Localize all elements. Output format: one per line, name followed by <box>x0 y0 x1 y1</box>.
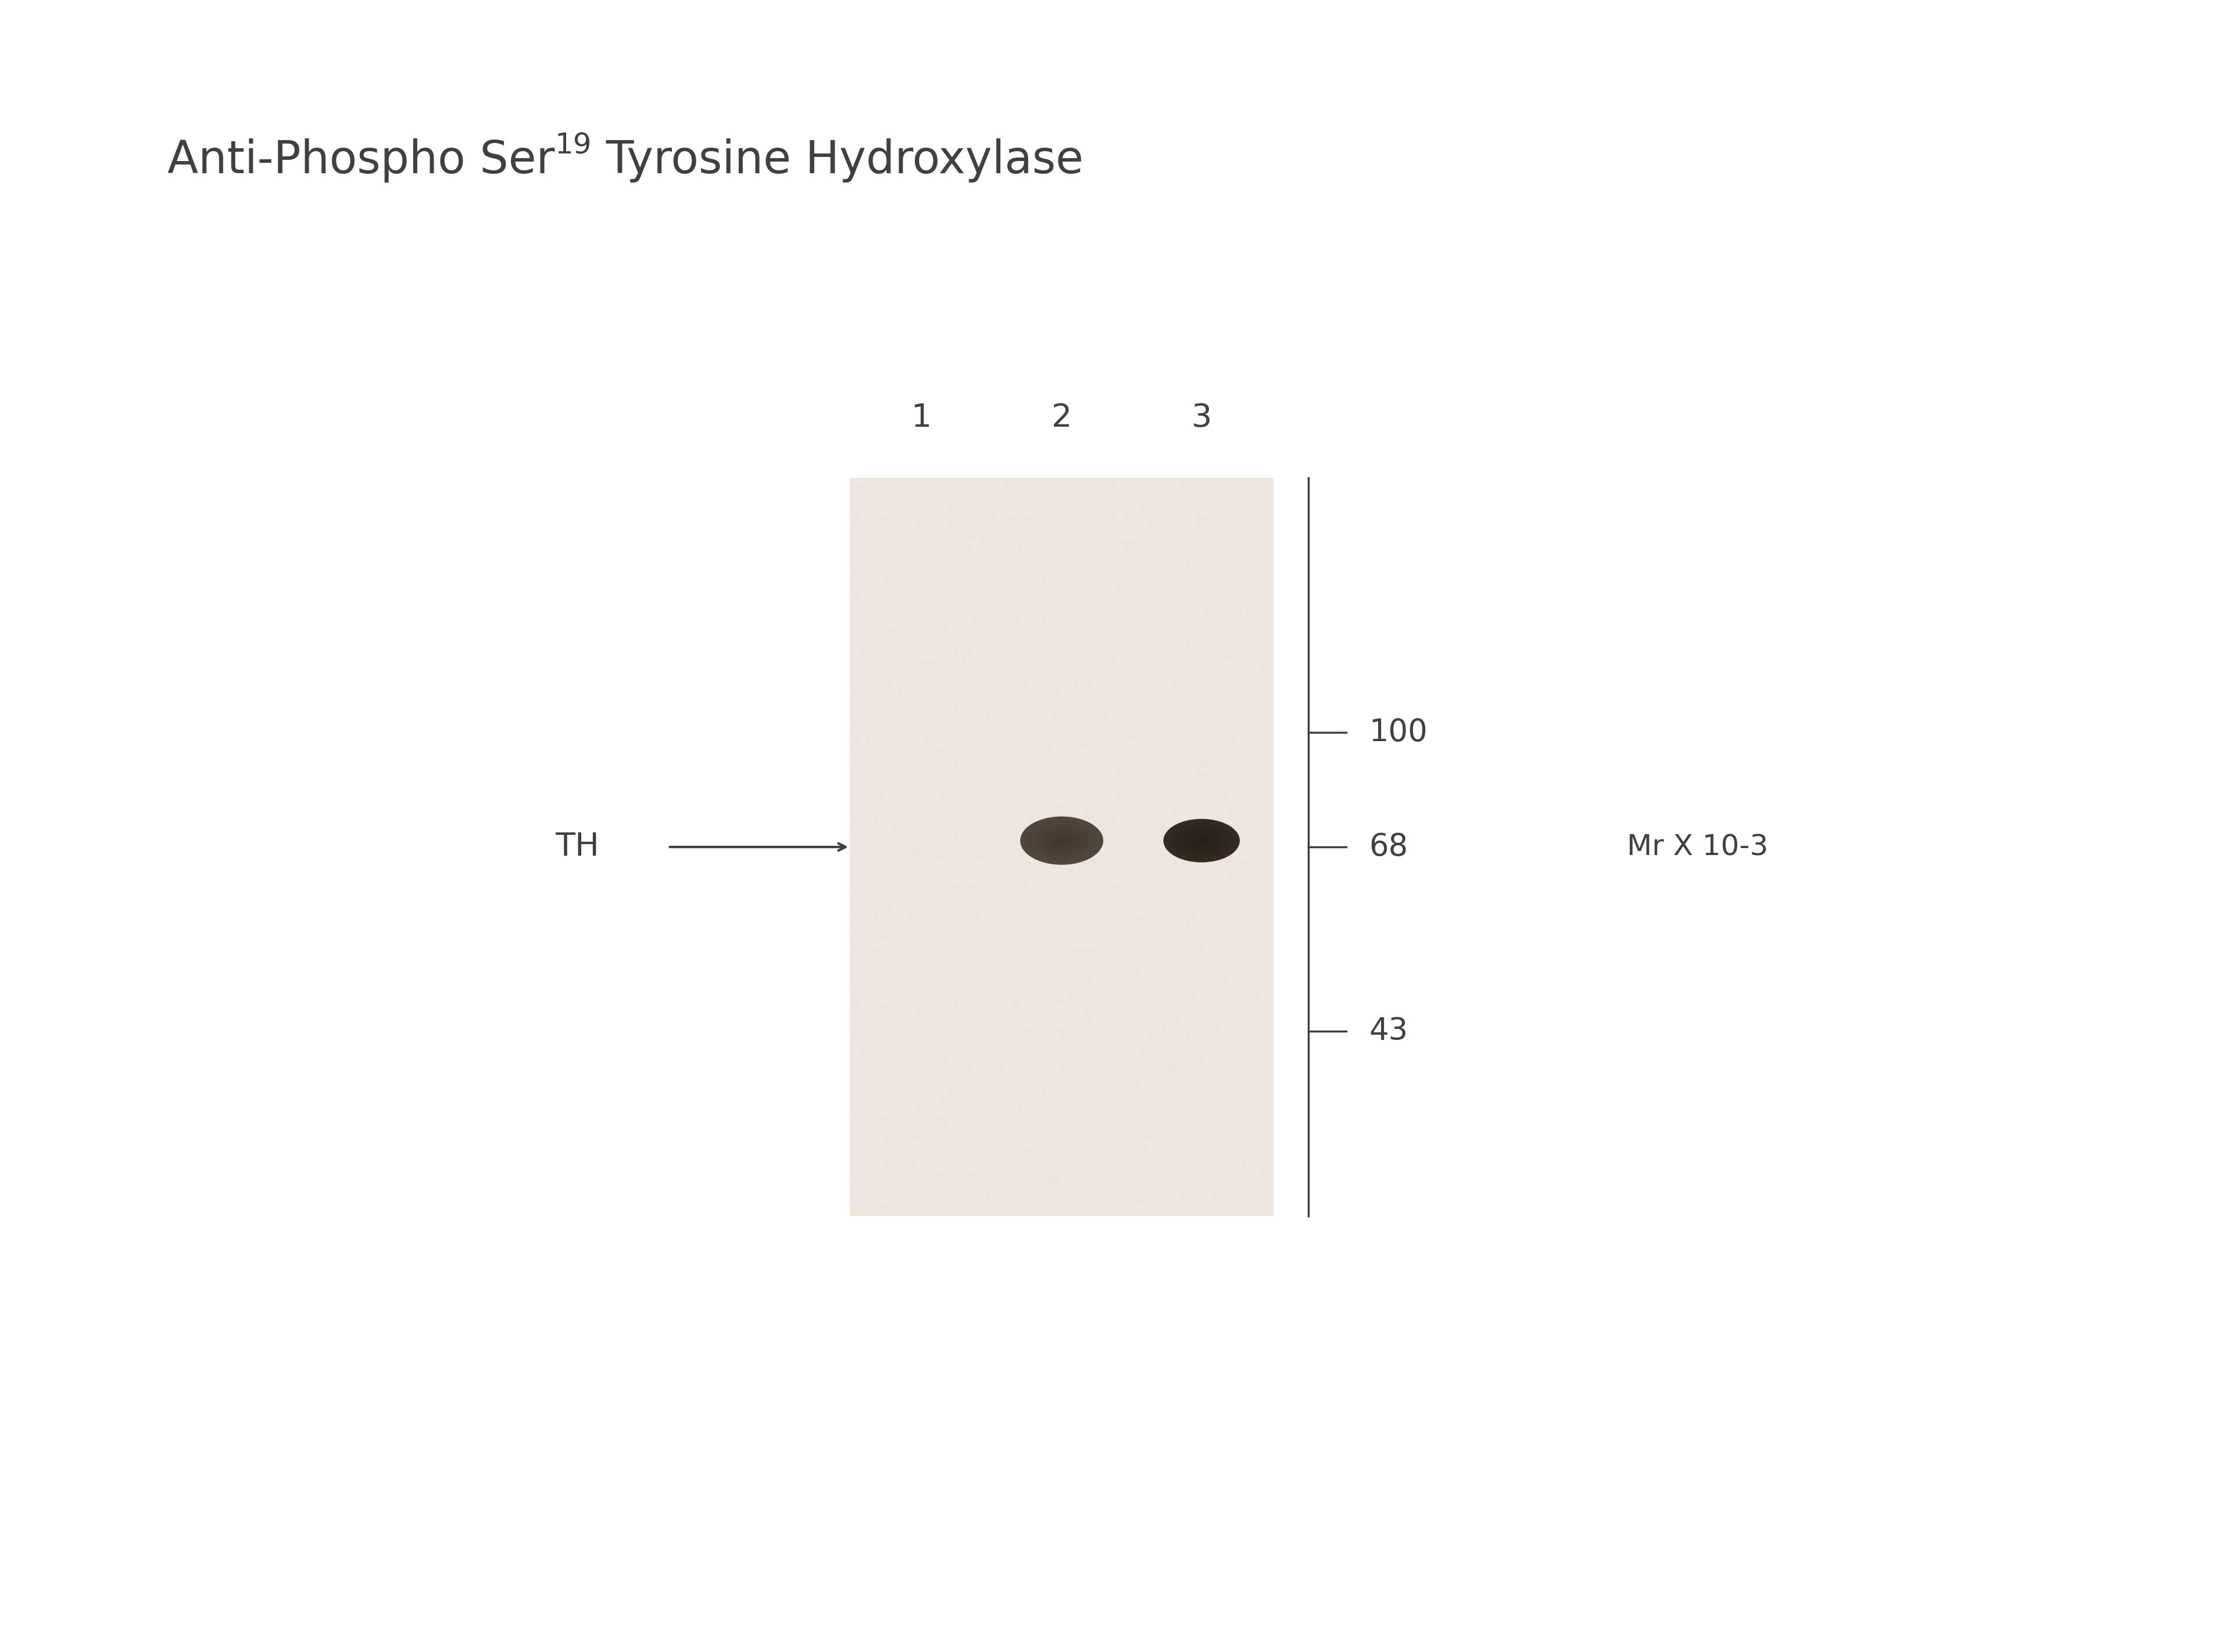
Text: 2: 2 <box>1051 401 1071 433</box>
Text: 100: 100 <box>1368 717 1426 748</box>
Ellipse shape <box>1199 839 1205 843</box>
Text: 19: 19 <box>556 132 591 159</box>
Ellipse shape <box>1183 831 1219 851</box>
Text: 68: 68 <box>1368 833 1408 862</box>
Text: Mr X 10-3: Mr X 10-3 <box>1627 833 1768 861</box>
Text: Anti-Phospho Ser: Anti-Phospho Ser <box>167 139 556 183</box>
Text: Tyrosine Hydroxylase: Tyrosine Hydroxylase <box>591 139 1083 183</box>
Ellipse shape <box>1163 819 1239 862</box>
Text: 1: 1 <box>911 401 933 433</box>
Ellipse shape <box>1033 824 1089 857</box>
Ellipse shape <box>1058 838 1067 843</box>
Text: 43: 43 <box>1368 1016 1408 1046</box>
Text: TH: TH <box>556 831 598 862</box>
Ellipse shape <box>1020 816 1103 864</box>
Text: 3: 3 <box>1192 401 1212 433</box>
Ellipse shape <box>1027 819 1096 861</box>
Ellipse shape <box>1170 823 1234 859</box>
Bar <box>850 477 1274 1216</box>
Ellipse shape <box>1042 829 1083 852</box>
Ellipse shape <box>1176 826 1228 856</box>
Ellipse shape <box>1190 834 1212 847</box>
Ellipse shape <box>1049 834 1074 847</box>
